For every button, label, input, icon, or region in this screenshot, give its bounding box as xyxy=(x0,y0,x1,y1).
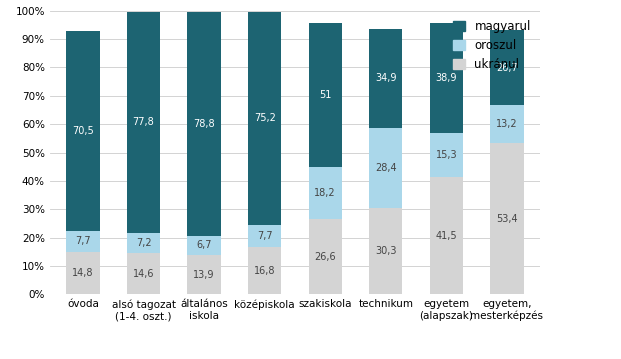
Bar xyxy=(248,225,281,247)
Bar xyxy=(127,233,160,253)
Bar xyxy=(188,255,221,294)
Bar xyxy=(188,13,221,236)
Text: 38,9: 38,9 xyxy=(436,73,457,83)
Bar xyxy=(491,106,524,143)
Text: 14,8: 14,8 xyxy=(72,269,94,278)
Text: 7,7: 7,7 xyxy=(257,231,273,241)
Text: 26,7: 26,7 xyxy=(496,62,518,73)
Text: 51: 51 xyxy=(319,90,332,100)
Bar xyxy=(127,253,160,294)
Bar xyxy=(369,209,402,294)
Bar xyxy=(309,23,342,167)
Text: 16,8: 16,8 xyxy=(254,266,276,276)
Bar xyxy=(248,11,281,225)
Text: 7,2: 7,2 xyxy=(136,238,152,248)
Text: 77,8: 77,8 xyxy=(133,117,155,127)
Bar xyxy=(188,236,221,255)
Text: 34,9: 34,9 xyxy=(375,73,397,83)
Bar xyxy=(66,252,99,294)
Text: 30,3: 30,3 xyxy=(375,246,397,256)
Bar xyxy=(491,143,524,294)
Bar xyxy=(309,219,342,294)
Bar xyxy=(430,133,463,177)
Text: 13,2: 13,2 xyxy=(496,119,518,129)
Text: 15,3: 15,3 xyxy=(435,150,457,160)
Text: 28,4: 28,4 xyxy=(375,163,397,173)
Text: 7,7: 7,7 xyxy=(75,237,91,247)
Legend: magyarul, oroszul, ukránul: magyarul, oroszul, ukránul xyxy=(450,17,534,75)
Text: 6,7: 6,7 xyxy=(196,241,212,251)
Bar xyxy=(127,12,160,233)
Text: 26,6: 26,6 xyxy=(314,252,336,262)
Bar xyxy=(491,30,524,106)
Bar xyxy=(66,230,99,252)
Bar xyxy=(66,31,99,230)
Bar xyxy=(248,247,281,294)
Text: 53,4: 53,4 xyxy=(496,214,518,224)
Text: 13,9: 13,9 xyxy=(193,270,215,280)
Bar xyxy=(430,177,463,294)
Bar xyxy=(369,29,402,128)
Bar xyxy=(430,23,463,133)
Bar xyxy=(309,167,342,219)
Text: 70,5: 70,5 xyxy=(72,126,94,136)
Text: 14,6: 14,6 xyxy=(133,269,154,279)
Text: 78,8: 78,8 xyxy=(193,119,215,129)
Bar xyxy=(369,128,402,209)
Text: 41,5: 41,5 xyxy=(435,230,457,241)
Text: 18,2: 18,2 xyxy=(314,188,336,198)
Text: 75,2: 75,2 xyxy=(254,113,276,123)
